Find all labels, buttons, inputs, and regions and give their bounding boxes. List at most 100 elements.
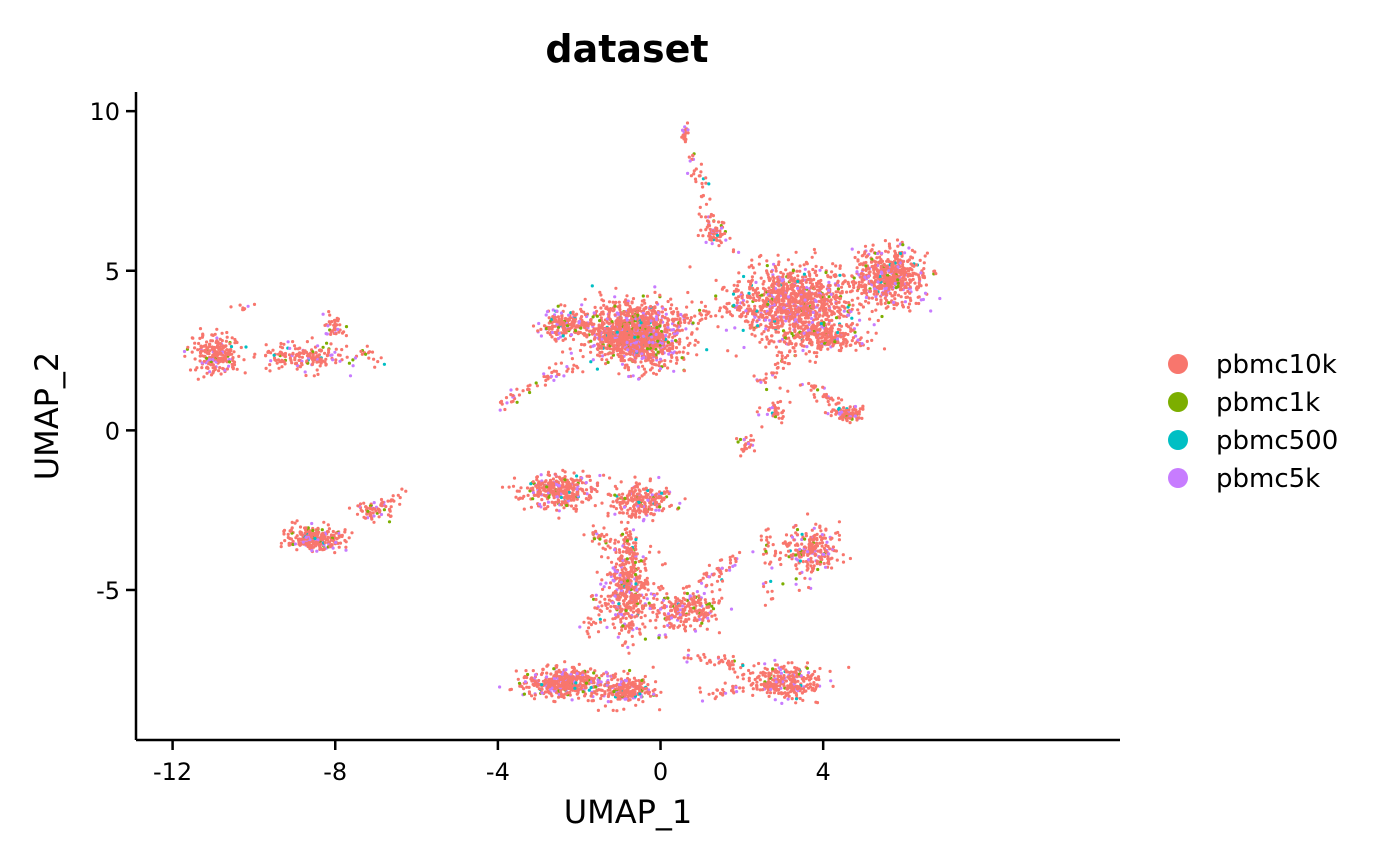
scatter-point xyxy=(581,469,585,473)
scatter-point xyxy=(686,290,690,295)
scatter-point xyxy=(896,278,900,282)
scatter-point xyxy=(581,370,585,374)
scatter-point xyxy=(874,260,878,264)
scatter-point xyxy=(633,314,637,318)
scatter-point xyxy=(334,347,338,351)
scatter-point xyxy=(657,475,661,480)
scatter-point xyxy=(199,349,204,353)
scatter-point xyxy=(313,544,318,548)
scatter-point xyxy=(222,344,226,348)
scatter-point xyxy=(295,548,299,552)
scatter-point xyxy=(576,324,580,328)
scatter-point xyxy=(786,389,790,393)
scatter-point xyxy=(310,521,314,526)
scatter-point xyxy=(500,485,505,489)
scatter-point xyxy=(319,349,323,353)
scatter-point xyxy=(334,531,338,535)
scatter-point xyxy=(758,406,762,410)
scatter-point xyxy=(531,497,535,501)
scatter-point xyxy=(362,501,366,505)
scatter-point xyxy=(599,316,603,320)
scatter-point xyxy=(776,400,780,404)
scatter-point xyxy=(670,328,674,332)
scatter-point xyxy=(559,495,564,500)
scatter-point xyxy=(570,321,574,325)
scatter-point xyxy=(835,337,840,341)
scatter-point xyxy=(810,278,814,282)
scatter-point xyxy=(293,542,297,546)
scatter-point xyxy=(331,358,335,362)
scatter-point xyxy=(667,335,671,339)
scatter-point xyxy=(183,354,187,358)
scatter-point xyxy=(678,340,682,344)
scatter-point xyxy=(654,372,659,376)
scatter-point xyxy=(272,353,276,357)
scatter-point xyxy=(675,331,679,335)
scatter-point xyxy=(757,255,762,259)
scatter-point xyxy=(848,416,852,420)
scatter-point xyxy=(646,328,650,332)
scatter-point xyxy=(304,535,308,540)
scatter-point xyxy=(555,508,559,512)
scatter-point xyxy=(304,541,308,546)
scatter-point xyxy=(678,337,682,341)
scatter-point xyxy=(865,254,870,258)
scatter-point xyxy=(293,347,298,351)
scatter-point xyxy=(641,317,645,321)
scatter-point xyxy=(790,283,794,288)
scatter-point xyxy=(724,328,729,332)
scatter-point xyxy=(674,346,679,350)
scatter-point xyxy=(669,307,673,311)
scatter-point xyxy=(686,351,690,355)
scatter-point xyxy=(850,289,854,293)
scatter-point xyxy=(756,291,761,295)
scatter-point xyxy=(606,360,610,364)
scatter-point xyxy=(217,369,221,373)
scatter-point xyxy=(522,507,526,511)
scatter-point xyxy=(910,268,914,272)
scatter-point xyxy=(311,528,315,533)
scatter-point xyxy=(625,294,629,298)
scatter-point xyxy=(670,310,674,315)
scatter-point xyxy=(234,340,238,344)
scatter-point xyxy=(278,350,282,354)
scatter-point xyxy=(303,531,307,535)
scatter-point xyxy=(565,496,570,501)
scatter-point xyxy=(651,340,655,345)
scatter-point xyxy=(600,322,604,326)
scatter-point xyxy=(622,359,627,363)
scatter-point xyxy=(875,292,879,296)
scatter-point xyxy=(820,283,824,287)
scatter-point xyxy=(774,345,779,349)
scatter-point xyxy=(652,362,657,366)
scatter-point xyxy=(644,370,648,374)
scatter-point xyxy=(630,301,634,305)
scatter-point xyxy=(707,231,712,235)
scatter-point xyxy=(839,285,844,289)
scatter-point xyxy=(904,270,908,275)
scatter-point xyxy=(215,336,219,340)
scatter-point xyxy=(589,317,593,322)
scatter-point xyxy=(598,290,602,294)
scatter-point xyxy=(196,377,200,381)
scatter-point xyxy=(227,353,232,357)
scatter-point xyxy=(232,350,236,354)
scatter-point xyxy=(760,425,764,429)
scatter-point xyxy=(922,267,926,271)
scatter-point xyxy=(574,329,578,333)
scatter-point xyxy=(868,270,872,274)
scatter-point xyxy=(796,334,801,338)
scatter-point xyxy=(748,295,752,299)
scatter-point xyxy=(643,320,647,324)
scatter-point xyxy=(253,352,257,356)
scatter-point xyxy=(755,410,759,414)
scatter-point xyxy=(887,301,891,305)
scatter-point xyxy=(827,308,832,312)
scatter-point xyxy=(666,325,670,330)
scatter-point xyxy=(638,332,642,337)
scatter-point xyxy=(197,341,201,346)
scatter-point xyxy=(825,297,829,302)
scatter-point xyxy=(867,301,871,305)
scatter-point xyxy=(642,355,646,360)
scatter-point xyxy=(544,479,548,483)
